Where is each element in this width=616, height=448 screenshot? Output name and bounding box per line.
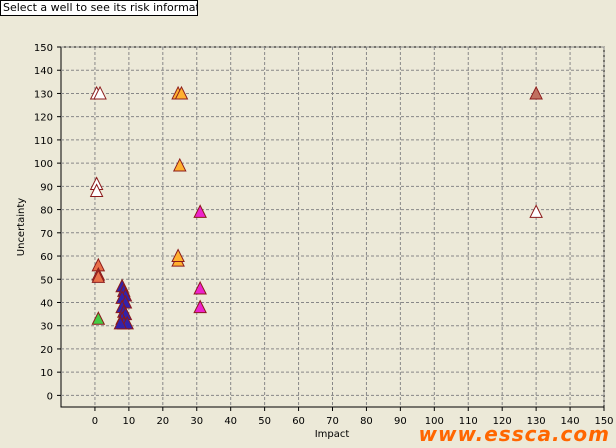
y-tick-label: 0 — [47, 391, 53, 402]
well-point-marker[interactable] — [171, 248, 185, 263]
x-tick-label: 10 — [123, 416, 136, 427]
well-point-marker[interactable] — [91, 269, 106, 283]
y-tick-label: 20 — [40, 345, 53, 356]
x-tick-label: 120 — [493, 416, 512, 427]
y-tick-label: 90 — [40, 182, 53, 193]
y-tick-label: 60 — [40, 252, 53, 263]
well-point-marker[interactable] — [193, 280, 207, 295]
grid-lines — [61, 46, 605, 407]
x-tick-label: 60 — [292, 416, 305, 427]
well-point-marker[interactable] — [529, 85, 543, 100]
x-tick-label: 90 — [394, 416, 407, 427]
well-point-marker[interactable] — [193, 204, 207, 218]
x-tick-label: 40 — [224, 416, 237, 427]
well-point-marker[interactable] — [529, 204, 543, 218]
x-tick-label: 140 — [561, 416, 580, 427]
well-point-marker[interactable] — [113, 315, 128, 330]
y-tick-label: 140 — [34, 66, 53, 77]
y-tick-label: 110 — [34, 136, 53, 147]
x-tick-label: 30 — [190, 416, 203, 427]
axis-ticks: 0 10 20 30 40 50 60 70 80 90 100 110 120 130 140 150 0 10… — [34, 43, 614, 427]
y-tick-label: 100 — [34, 159, 53, 170]
y-tick-label: 80 — [40, 206, 53, 217]
x-tick-label: 0 — [92, 416, 98, 427]
y-tick-label: 120 — [34, 113, 53, 124]
well-point-marker[interactable] — [174, 85, 189, 100]
x-tick-label: 130 — [527, 416, 546, 427]
x-tick-label: 110 — [459, 416, 478, 427]
x-tick-label: 50 — [258, 416, 271, 427]
x-tick-label: 80 — [360, 416, 373, 427]
well-point-marker[interactable] — [172, 157, 187, 172]
y-tick-label: 150 — [34, 43, 53, 54]
y-tick-label: 130 — [34, 89, 53, 100]
well-info-box: Select a well to see its risk informatio… — [0, 0, 198, 16]
x-tick-label: 100 — [425, 416, 444, 427]
data-points[interactable] — [89, 85, 543, 330]
x-tick-label: 150 — [594, 416, 613, 427]
watermark-text: www.essca.com — [418, 422, 610, 446]
y-axis-label: Uncertainty — [16, 198, 27, 257]
x-axis-label: Impact — [315, 429, 350, 440]
well-point-marker[interactable] — [193, 299, 207, 314]
y-tick-label: 30 — [40, 322, 53, 333]
y-tick-label: 40 — [40, 298, 53, 309]
x-tick-label: 20 — [156, 416, 169, 427]
y-tick-label: 70 — [40, 229, 53, 240]
well-point-marker[interactable] — [89, 183, 104, 197]
y-tick-label: 50 — [40, 275, 53, 286]
well-point-marker[interactable] — [93, 85, 107, 100]
well-point-marker[interactable] — [91, 311, 106, 325]
y-tick-label: 10 — [40, 368, 53, 379]
x-tick-label: 70 — [326, 416, 339, 427]
